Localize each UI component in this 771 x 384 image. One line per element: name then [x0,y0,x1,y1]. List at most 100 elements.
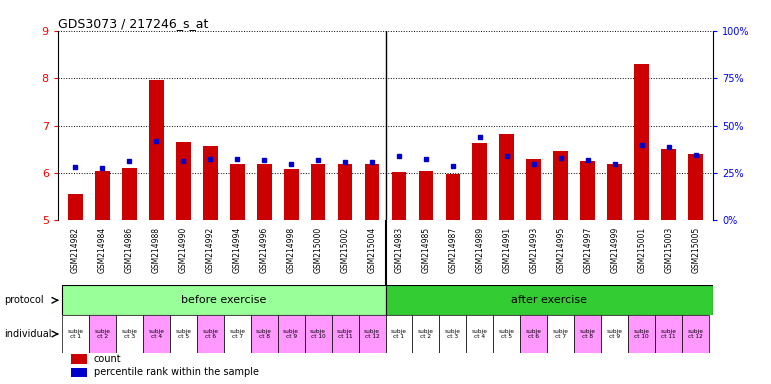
Text: GSM214988: GSM214988 [152,227,161,273]
Bar [338,164,352,220]
Text: subje
ct 11: subje ct 11 [337,329,353,339]
Bar [635,64,649,220]
Bar [412,315,439,353]
Bar [682,315,709,353]
Bar [62,315,89,353]
Text: GSM214987: GSM214987 [449,227,457,273]
Text: GSM215000: GSM215000 [314,227,322,273]
Text: GSM214982: GSM214982 [71,227,80,273]
Bar [520,315,547,353]
Text: percentile rank within the sample: percentile rank within the sample [94,367,259,377]
Text: subje
ct 10: subje ct 10 [634,329,650,339]
Text: subje
ct 8: subje ct 8 [580,329,596,339]
Text: subje
ct 10: subje ct 10 [310,329,326,339]
Bar [689,154,703,220]
Bar [473,143,487,220]
Text: GSM214990: GSM214990 [179,227,187,273]
Text: subje
ct 4: subje ct 4 [472,329,488,339]
Bar [574,315,601,353]
Text: subje
ct 8: subje ct 8 [256,329,272,339]
Text: GDS3073 / 217246_s_at: GDS3073 / 217246_s_at [58,17,208,30]
Bar [466,315,493,353]
Text: GSM214995: GSM214995 [557,227,565,273]
Text: subje
ct 2: subje ct 2 [94,329,110,339]
Text: before exercise: before exercise [181,295,266,305]
Bar [71,354,87,364]
Bar [386,285,713,315]
Bar [62,285,386,315]
Text: subje
ct 12: subje ct 12 [364,329,380,339]
Text: GSM215001: GSM215001 [637,227,646,273]
Text: subje
ct 2: subje ct 2 [418,329,434,339]
Text: after exercise: after exercise [511,295,588,305]
Text: GSM214989: GSM214989 [476,227,484,273]
Bar [170,315,197,353]
Bar [628,315,655,353]
Text: GSM214985: GSM214985 [422,227,430,273]
Text: GSM215005: GSM215005 [691,227,700,273]
Bar [68,194,82,220]
Bar [332,315,359,353]
Bar [581,161,595,220]
Text: GSM215003: GSM215003 [664,227,673,273]
Text: count: count [94,354,122,364]
Text: GSM214991: GSM214991 [503,227,511,273]
Bar [359,315,386,353]
Text: GSM214992: GSM214992 [206,227,214,273]
Bar [311,164,325,220]
Bar [419,170,433,220]
Bar [493,315,520,353]
Text: subje
ct 1: subje ct 1 [67,329,83,339]
Bar [197,315,224,353]
Bar [392,172,406,220]
Bar [365,164,379,220]
Text: GSM214994: GSM214994 [233,227,241,273]
Text: subje
ct 1: subje ct 1 [391,329,407,339]
Bar [116,315,143,353]
Bar [500,134,514,220]
Text: GSM214999: GSM214999 [610,227,619,273]
Text: GSM214986: GSM214986 [125,227,134,273]
Bar [305,315,332,353]
Bar [547,315,574,353]
Text: GSM215004: GSM215004 [368,227,376,273]
Bar [143,315,170,353]
Bar [608,164,622,220]
Text: subje
ct 4: subje ct 4 [148,329,164,339]
Bar [203,146,217,220]
Bar [95,170,109,220]
Bar [251,315,278,353]
Text: subje
ct 9: subje ct 9 [607,329,623,339]
Bar [224,315,251,353]
Bar [122,168,136,220]
Bar [446,174,460,220]
Bar [89,315,116,353]
Text: GSM214993: GSM214993 [530,227,538,273]
Bar [527,159,541,220]
Text: GSM214984: GSM214984 [98,227,107,273]
Text: subje
ct 6: subje ct 6 [526,329,542,339]
Bar [176,142,190,220]
Bar [149,79,163,220]
Bar [257,164,271,220]
Text: subje
ct 11: subje ct 11 [661,329,677,339]
Text: subje
ct 3: subje ct 3 [445,329,461,339]
Text: subje
ct 12: subje ct 12 [688,329,704,339]
Text: GSM214996: GSM214996 [260,227,268,273]
Bar [386,315,412,353]
Text: subje
ct 7: subje ct 7 [553,329,569,339]
Text: individual: individual [4,329,52,339]
Text: subje
ct 6: subje ct 6 [202,329,218,339]
Bar [554,151,568,220]
Bar [655,315,682,353]
Text: subje
ct 9: subje ct 9 [283,329,299,339]
Bar [662,149,676,220]
Text: GSM214998: GSM214998 [287,227,295,273]
Text: GSM214983: GSM214983 [395,227,403,273]
Bar [71,368,87,377]
Bar [601,315,628,353]
Bar [230,164,244,220]
Bar [278,315,305,353]
Text: subje
ct 3: subje ct 3 [121,329,137,339]
Text: GSM214997: GSM214997 [584,227,592,273]
